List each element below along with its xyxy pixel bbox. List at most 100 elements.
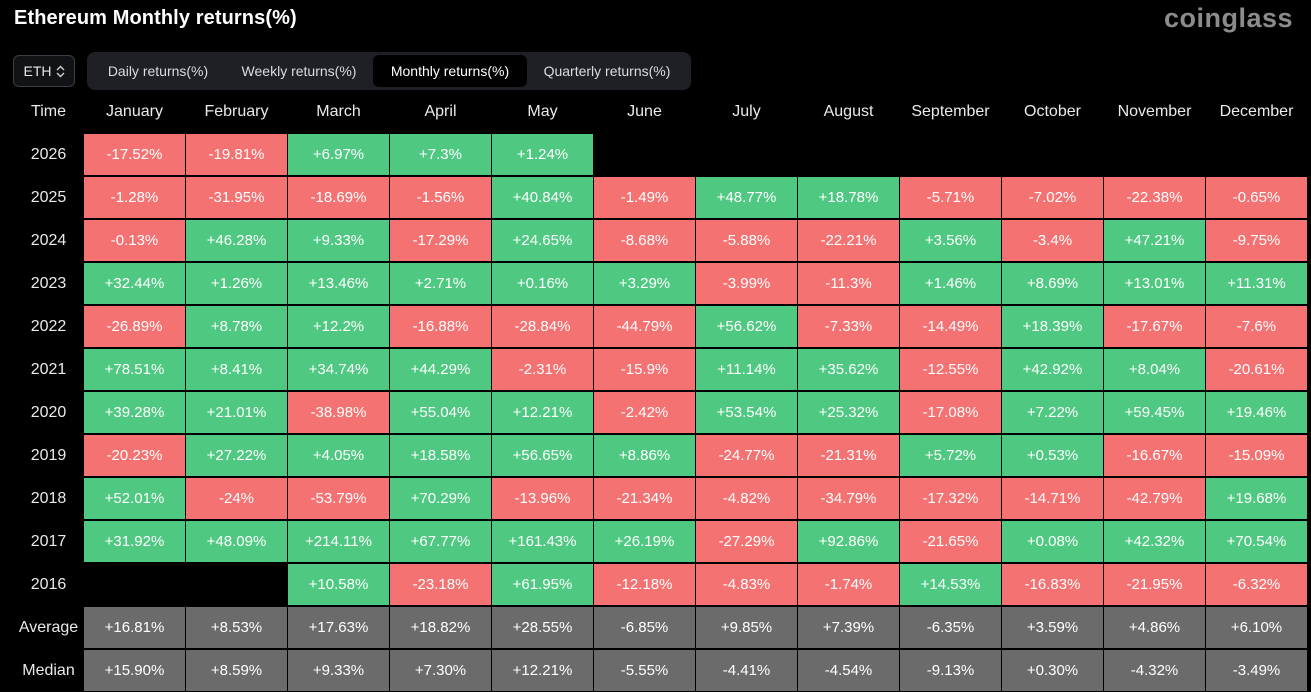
return-cell: +18.78% (798, 177, 899, 218)
table-row: 2020 +39.28% +21.01% -38.98% +55.04% +12.21% -… (0, 391, 1311, 434)
return-cell: +3.29% (594, 263, 695, 304)
median-cell: +9.33% (288, 650, 389, 691)
return-cell: -20.23% (84, 435, 185, 476)
return-cell: -0.65% (1206, 177, 1307, 218)
return-cell: -7.02% (1002, 177, 1103, 218)
return-cell: +70.54% (1206, 521, 1307, 562)
table-header-row: Time January February March April May June July… (0, 90, 1311, 133)
table-row: 2017 +31.92% +48.09% +214.11% +67.77% +161.43… (0, 520, 1311, 563)
median-cell: -4.32% (1104, 650, 1205, 691)
return-cell: +24.65% (492, 220, 593, 261)
column-header-december: December (1219, 102, 1294, 120)
median-cell: +8.59% (186, 650, 287, 691)
return-cell: +48.09% (186, 521, 287, 562)
return-cell: -14.71% (1002, 478, 1103, 519)
return-cell: +47.21% (1104, 220, 1205, 261)
median-cell: +7.30% (390, 650, 491, 691)
return-cell: +46.28% (186, 220, 287, 261)
return-cell: +8.04% (1104, 349, 1205, 390)
average-cell: -6.85% (594, 607, 695, 648)
column-header-november: November (1117, 102, 1192, 120)
column-header-june: June (627, 102, 662, 120)
average-cell: -6.35% (900, 607, 1001, 648)
median-cell: -3.49% (1206, 650, 1307, 691)
stat-row-median: Median +15.90% +8.59% +9.33% +7.30% +12.21% -5… (0, 649, 1311, 692)
return-cell: -7.33% (798, 306, 899, 347)
return-cell: -9.75% (1206, 220, 1307, 261)
median-cell: +0.30% (1002, 650, 1103, 691)
return-cell: -5.71% (900, 177, 1001, 218)
return-cell: -1.74% (798, 564, 899, 605)
return-cell: +42.32% (1104, 521, 1205, 562)
return-cell: -18.69% (288, 177, 389, 218)
column-header-july: July (732, 102, 761, 120)
row-label-median: Median (22, 661, 75, 679)
return-cell (1002, 134, 1103, 175)
return-cell: +70.29% (390, 478, 491, 519)
average-cell: +17.63% (288, 607, 389, 648)
asset-select[interactable]: ETH (13, 55, 75, 87)
return-cell: -19.81% (186, 134, 287, 175)
return-cell: +92.86% (798, 521, 899, 562)
return-cell: -20.61% (1206, 349, 1307, 390)
return-cell: +214.11% (288, 521, 389, 562)
return-cell: +7.22% (1002, 392, 1103, 433)
median-cell: -4.41% (696, 650, 797, 691)
return-cell: +61.95% (492, 564, 593, 605)
return-cell: +56.62% (696, 306, 797, 347)
row-label-year: 2017 (30, 532, 67, 550)
return-cell: -5.88% (696, 220, 797, 261)
return-cell (1206, 134, 1307, 175)
return-cell: -1.28% (84, 177, 185, 218)
up-down-chevron-icon (56, 65, 65, 78)
table-row: 2021 +78.51% +8.41% +34.74% +44.29% -2.31% -15… (0, 348, 1311, 391)
return-cell: +18.58% (390, 435, 491, 476)
return-cell: +39.28% (84, 392, 185, 433)
column-header-september: September (911, 102, 990, 120)
return-cell: -21.65% (900, 521, 1001, 562)
return-cell: +161.43% (492, 521, 593, 562)
median-cell: -4.54% (798, 650, 899, 691)
tab-daily-returns[interactable]: Daily returns(%) (107, 63, 209, 79)
return-cell: +10.58% (288, 564, 389, 605)
average-cell: +7.39% (798, 607, 899, 648)
return-cell: +6.97% (288, 134, 389, 175)
return-cell: +8.69% (1002, 263, 1103, 304)
return-cell: -2.31% (492, 349, 593, 390)
column-header-august: August (823, 102, 874, 120)
return-cell: +19.68% (1206, 478, 1307, 519)
table-row: 2025 -1.28% -31.95% -18.69% -1.56% +40.84% -1.… (0, 176, 1311, 219)
tab-quarterly-returns[interactable]: Quarterly returns(%) (543, 63, 671, 79)
tab-monthly-returns[interactable]: Monthly returns(%) (373, 55, 527, 87)
return-cell: -24.77% (696, 435, 797, 476)
return-cell: -3.99% (696, 263, 797, 304)
row-label-year: 2020 (30, 403, 67, 421)
average-cell: +9.85% (696, 607, 797, 648)
return-cell (798, 134, 899, 175)
return-cell: -31.95% (186, 177, 287, 218)
average-cell: +18.82% (390, 607, 491, 648)
return-cell: +59.45% (1104, 392, 1205, 433)
row-label-year: 2018 (30, 489, 67, 507)
return-cell: -17.52% (84, 134, 185, 175)
return-cell: -15.9% (594, 349, 695, 390)
return-cell: +13.46% (288, 263, 389, 304)
returns-period-tabs: Daily returns(%) Weekly returns(%) Month… (87, 52, 691, 90)
return-cell: +11.31% (1206, 263, 1307, 304)
return-cell: +0.53% (1002, 435, 1103, 476)
return-cell: -17.32% (900, 478, 1001, 519)
brand-logo: coinglass (1163, 3, 1293, 33)
return-cell: -11.3% (798, 263, 899, 304)
tab-weekly-returns[interactable]: Weekly returns(%) (241, 63, 357, 79)
row-label-year: 2021 (30, 360, 67, 378)
return-cell: -4.83% (696, 564, 797, 605)
return-cell: +44.29% (390, 349, 491, 390)
median-cell: +15.90% (84, 650, 185, 691)
median-cell: +12.21% (492, 650, 593, 691)
return-cell: -21.95% (1104, 564, 1205, 605)
return-cell: +34.74% (288, 349, 389, 390)
table-row: 2022 -26.89% +8.78% +12.2% -16.88% -28.84% -44… (0, 305, 1311, 348)
return-cell: -12.18% (594, 564, 695, 605)
return-cell: -2.42% (594, 392, 695, 433)
return-cell: +14.53% (900, 564, 1001, 605)
